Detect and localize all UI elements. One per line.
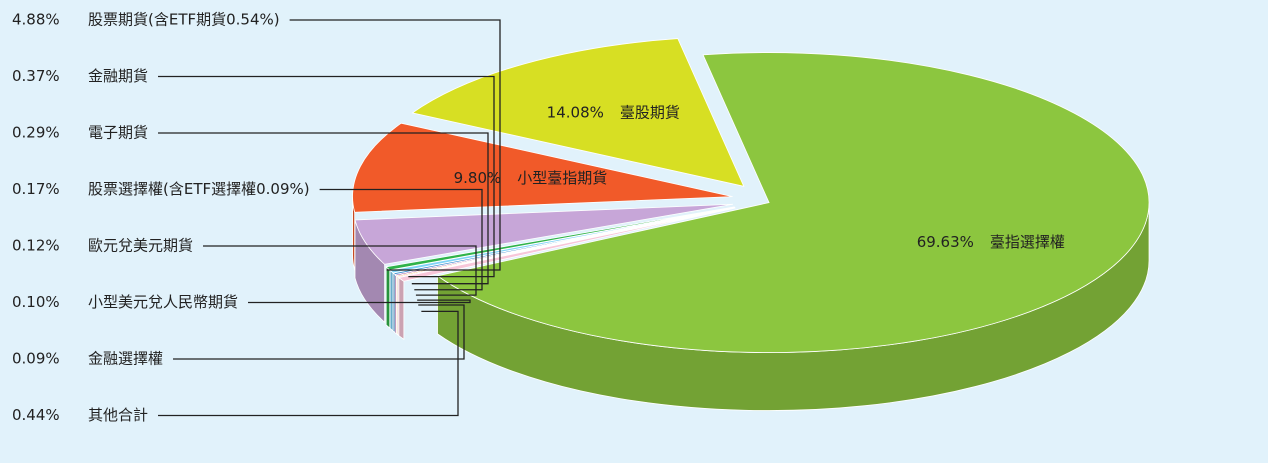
slice-value-label: 14.08%: [547, 103, 604, 121]
slice: [354, 203, 733, 265]
slice-value-label: 9.80%: [454, 169, 502, 187]
slice-category-label: 小型臺指期貨: [517, 169, 607, 187]
legend-category-label: 股票選擇權(含ETF選擇權0.09%): [88, 180, 310, 198]
leader-line: [203, 245, 477, 296]
slice-side: [385, 265, 391, 329]
slice-category-label: 臺指選擇權: [990, 233, 1065, 251]
leader-line: [158, 75, 495, 278]
slice-side: [398, 276, 405, 341]
slice-value-label: 69.63%: [917, 233, 974, 251]
legend-category-label: 歐元兌美元期貨: [88, 237, 193, 255]
legend-value-label: 0.17%: [12, 180, 60, 198]
legend-value-label: 0.09%: [12, 350, 60, 368]
legend-category-label: 其他合計: [88, 406, 148, 424]
slice: [411, 38, 745, 187]
slice-category-label: 臺股期貨: [620, 103, 680, 121]
legend-value-label: 0.12%: [12, 237, 60, 255]
leader-line: [289, 19, 501, 271]
legend-category-label: 金融期貨: [88, 67, 148, 85]
legend-category-label: 金融選擇權: [88, 350, 163, 368]
leader-line: [158, 310, 459, 417]
legend-value-label: 0.10%: [12, 293, 60, 311]
leader-line: [319, 188, 483, 291]
leader-line: [248, 299, 471, 304]
leader-line: [173, 304, 465, 360]
legend-value-label: 0.37%: [12, 67, 60, 85]
legend-category-label: 股票期貨(含ETF期貨0.54%): [88, 11, 280, 29]
slice-side: [389, 269, 394, 332]
legend-value-label: 0.29%: [12, 124, 60, 142]
legend-category-label: 小型美元兌人民幣期貨: [88, 293, 238, 311]
slice: [436, 52, 1150, 353]
leader-line: [158, 132, 489, 285]
legend-category-label: 電子期貨: [88, 124, 148, 142]
legend-value-label: 4.88%: [12, 11, 60, 29]
legend-value-label: 0.44%: [12, 406, 60, 424]
